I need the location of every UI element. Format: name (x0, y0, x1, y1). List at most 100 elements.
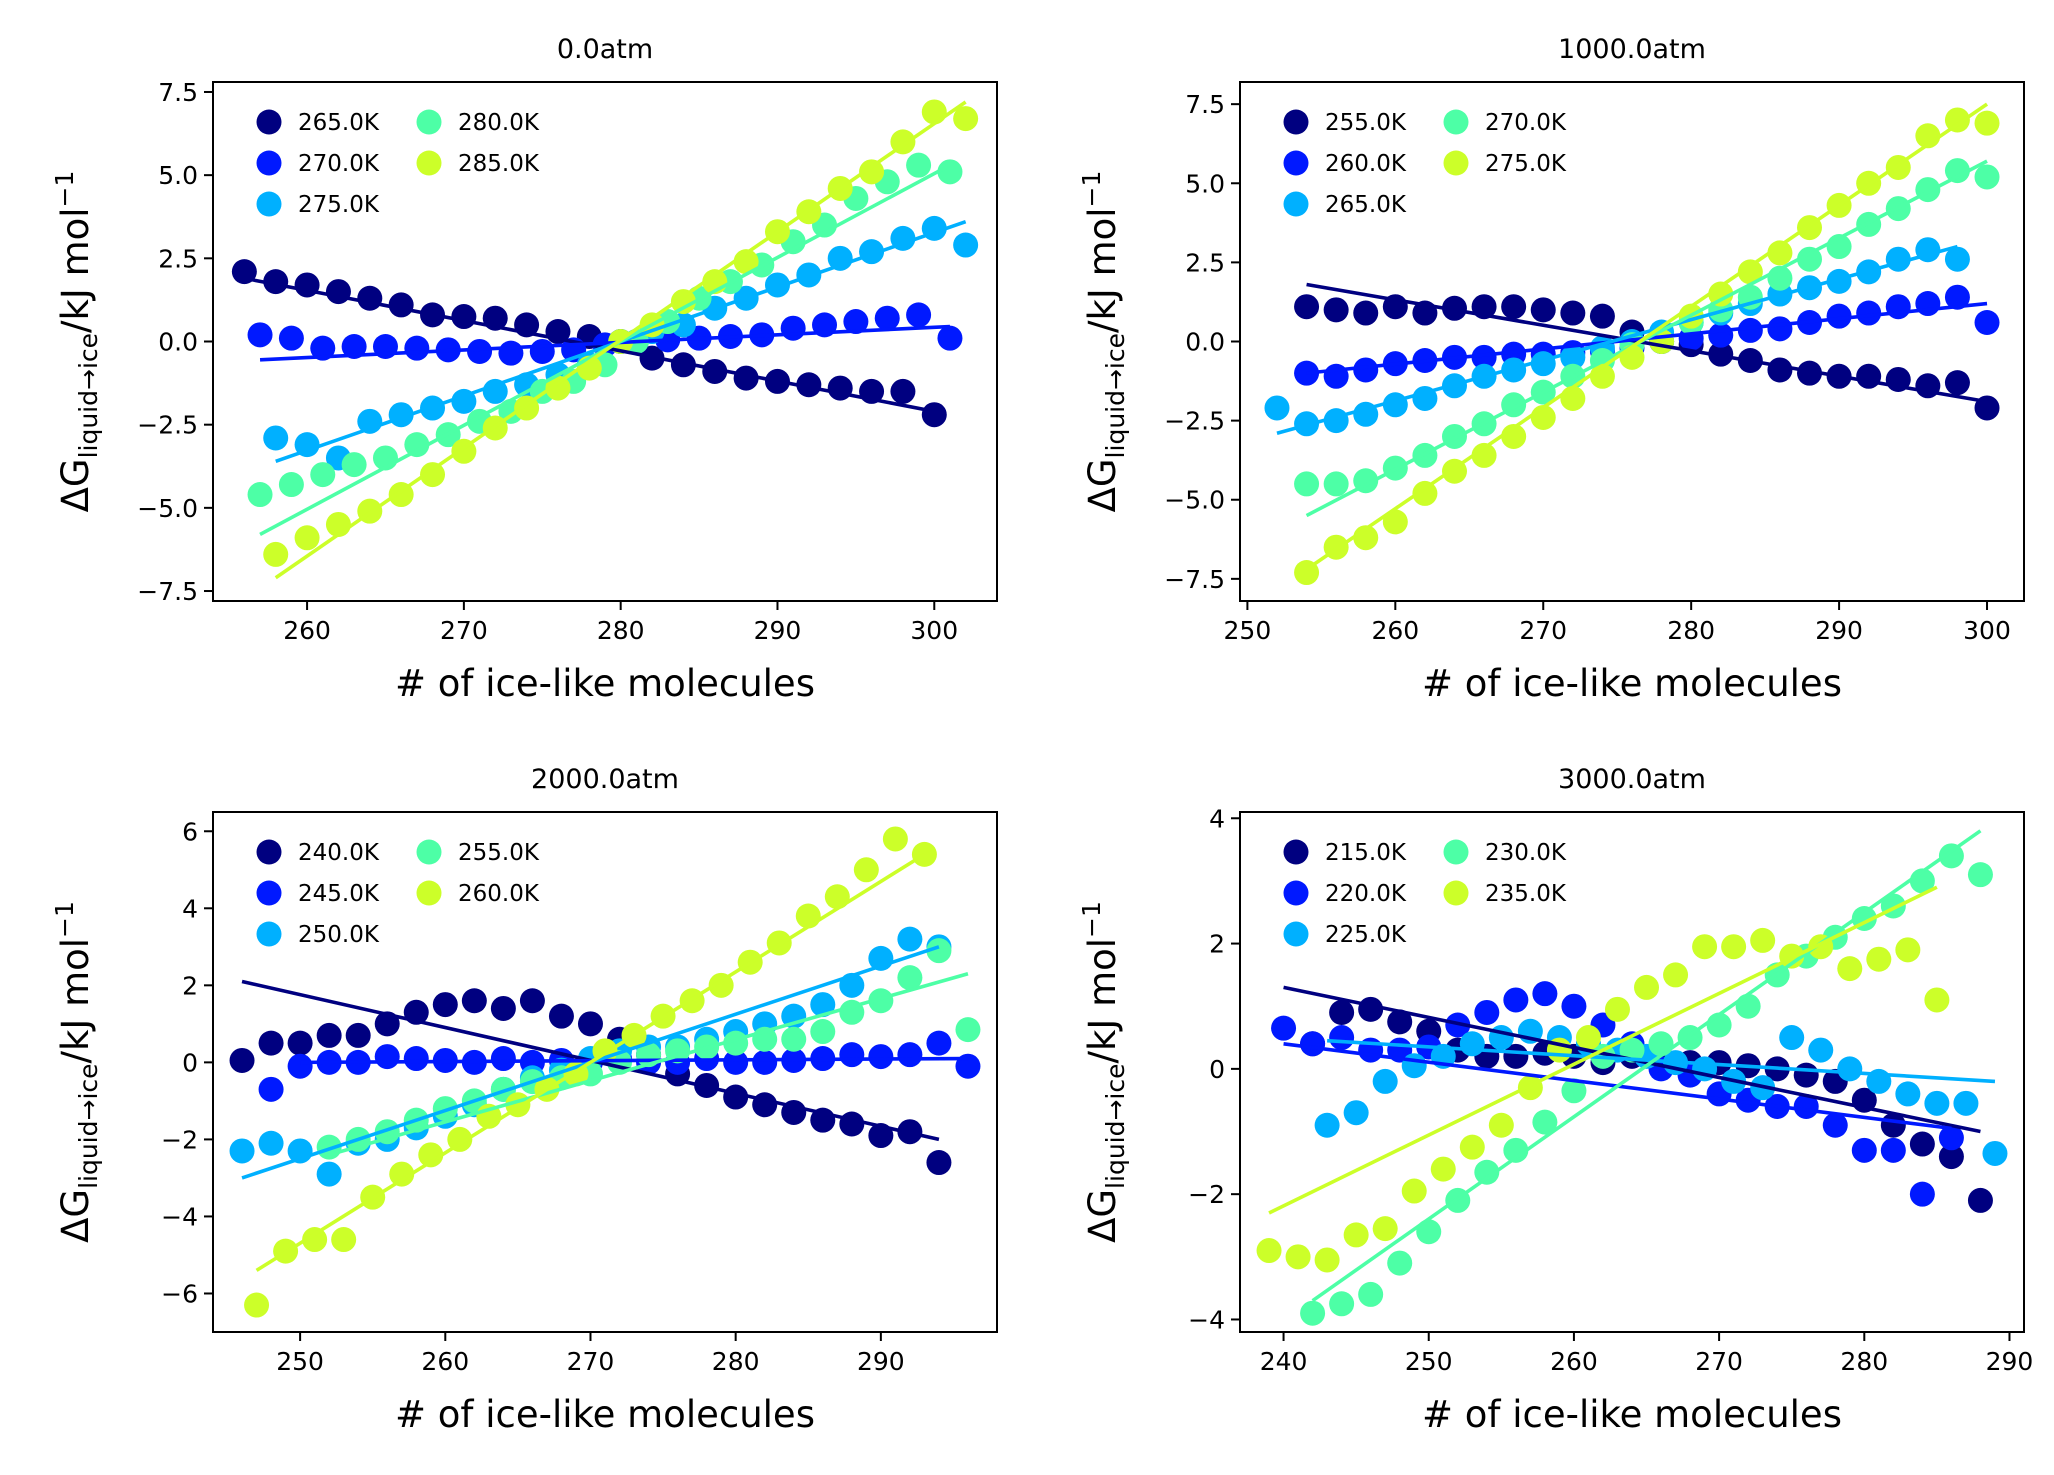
x-tick-label: 290 (1815, 616, 1863, 645)
plot-area (1256, 829, 2008, 1326)
data-point (1517, 1075, 1543, 1101)
x-tick-label: 260 (421, 1347, 469, 1376)
y-label-superscript: −1 (50, 901, 79, 938)
y-tick-label: 2 (182, 971, 198, 1000)
data-point (1793, 1093, 1819, 1119)
y-label-subscript: liquid→ice (1101, 1063, 1130, 1188)
fit-line-225.0K (1327, 1038, 1996, 1084)
x-axis-label: # of ice-like molecules (395, 662, 815, 705)
data-point (287, 1030, 313, 1056)
y-tick-label: 7.5 (1185, 90, 1225, 119)
data-point (331, 1227, 357, 1253)
data-point (1866, 946, 1892, 972)
y-label-subscript: liquid→ice (1101, 333, 1130, 458)
data-point (1382, 509, 1408, 535)
legend-label: 265.0K (1325, 192, 1407, 218)
legend: 215.0K 220.0K 225.0K 230.0K 235.0K (1283, 839, 1567, 948)
y-label-unit: /kJ mol (54, 938, 97, 1064)
data-point (1944, 158, 1970, 184)
y-tick-label: 0.0 (158, 328, 198, 357)
panel-3000-atm: 3000.0atm 240 250 260 270 280 290 −4 −2 0 2 4 # of i… (1077, 764, 2033, 1436)
data-point (1353, 357, 1379, 383)
x-axis-label: # of ice-like molecules (395, 1393, 815, 1436)
y-tick-label: 0 (1209, 1055, 1225, 1084)
data-point (389, 1161, 415, 1187)
legend-marker (256, 880, 282, 906)
series-275.0K (1294, 107, 2000, 586)
data-point (897, 1042, 923, 1068)
legend-label: 225.0K (1325, 922, 1407, 948)
axes-frame (1239, 811, 2025, 1333)
data-point (229, 1047, 255, 1073)
x-tick-label: 250 (1224, 616, 1272, 645)
data-point (357, 285, 383, 311)
data-point (1560, 300, 1586, 326)
data-point (1924, 1090, 1950, 1116)
data-point (1895, 1081, 1921, 1107)
data-point (1924, 987, 1950, 1013)
data-point (229, 1138, 255, 1164)
y-tick-label: −4 (161, 1202, 198, 1231)
y-label-main: ΔG (54, 1189, 97, 1243)
data-point (752, 1049, 778, 1075)
y-tick-label: −7.5 (137, 577, 198, 606)
data-point (1294, 471, 1320, 497)
data-point (1826, 268, 1852, 294)
data-point (388, 292, 414, 318)
data-point (278, 472, 304, 498)
x-tick-label: 260 (283, 616, 331, 645)
fit-line-255.0K (328, 972, 969, 1157)
data-point (1634, 974, 1660, 1000)
x-tick-label: 260 (1371, 616, 1419, 645)
data-point (1692, 934, 1718, 960)
data-point (432, 992, 458, 1018)
x-tick-label: 280 (1667, 616, 1715, 645)
y-axis-label: ΔGliquid→ice/kJ mol−1 (50, 901, 103, 1243)
data-point (1294, 294, 1320, 320)
data-point (733, 365, 759, 391)
data-point (432, 1096, 458, 1122)
legend-marker (1283, 191, 1309, 217)
data-point (953, 106, 979, 132)
data-point (404, 335, 430, 361)
data-point (1648, 1031, 1674, 1057)
data-point (764, 272, 790, 298)
legend-label: 220.0K (1325, 881, 1407, 907)
x-tick-label: 270 (440, 616, 488, 645)
data-point (1271, 1015, 1297, 1041)
data-point (498, 340, 524, 366)
data-point (1387, 1009, 1413, 1035)
legend-marker (416, 109, 442, 135)
data-point (1532, 981, 1558, 1007)
legend: 240.0K 245.0K 250.0K 255.0K 260.0K (256, 839, 540, 948)
data-point (1532, 1109, 1558, 1135)
legend-marker (1283, 921, 1309, 947)
data-point (1938, 1144, 1964, 1170)
legend-label: 275.0K (298, 192, 380, 218)
legend-label: 275.0K (1485, 151, 1567, 177)
data-point (263, 425, 289, 451)
data-point (529, 338, 555, 364)
y-label-superscript: −1 (50, 171, 79, 208)
legend-label: 265.0K (298, 110, 380, 136)
data-point (548, 1003, 574, 1029)
data-point (1856, 300, 1882, 326)
y-tick-label: −2 (161, 1125, 198, 1154)
legend-label: 215.0K (1325, 840, 1407, 866)
data-point (1314, 1247, 1340, 1273)
y-tick-label: −5.0 (1164, 486, 1225, 515)
y-label-subscript: liquid→ice (74, 333, 103, 458)
fit-line-275.0K (1305, 102, 1989, 571)
x-tick-label: 290 (1986, 1347, 2034, 1376)
data-point (244, 1292, 270, 1318)
legend-label: 270.0K (1485, 110, 1567, 136)
legend-marker (1443, 109, 1469, 135)
y-axis-label: ΔGliquid→ice/kJ mol−1 (50, 171, 103, 513)
series-255.0K (1294, 294, 2000, 421)
data-point (1938, 843, 1964, 869)
x-tick-label: 270 (567, 1347, 615, 1376)
plot-area (231, 99, 979, 580)
legend-marker (256, 191, 282, 217)
data-point (1488, 1112, 1514, 1138)
